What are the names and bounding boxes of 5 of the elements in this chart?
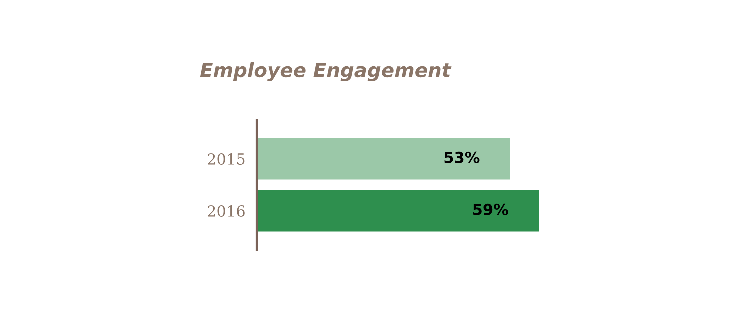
y-tick-label: 2015 [208, 153, 245, 166]
data-label: 53% [444, 152, 480, 164]
data-label: 59% [474, 204, 508, 216]
y-tick-label: 2016 [208, 205, 245, 218]
chart-title: Employee Engagement [200, 62, 452, 82]
